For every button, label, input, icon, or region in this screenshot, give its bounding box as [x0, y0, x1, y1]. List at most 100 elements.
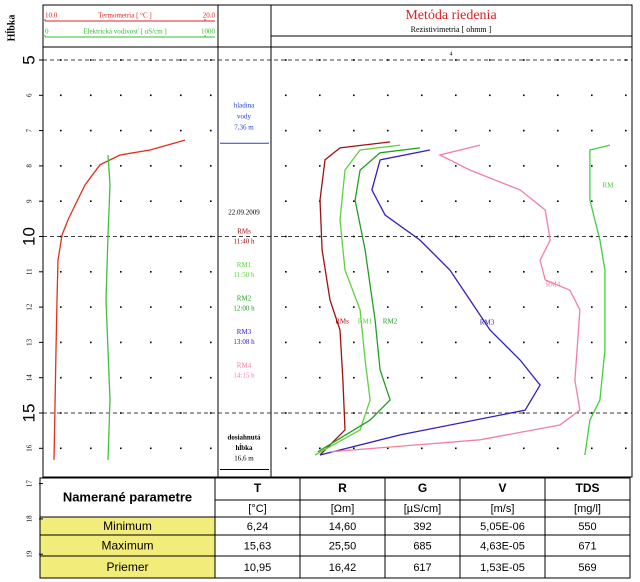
- grid-dot: [150, 341, 152, 344]
- grid-dot: [90, 129, 92, 132]
- table-header: TDS: [576, 481, 600, 495]
- grid-dot: [180, 412, 182, 414]
- grid-dot: [421, 271, 423, 273]
- grid-dot: [150, 447, 152, 450]
- depth-tick-label: 9: [26, 199, 34, 203]
- table-cell: 392: [413, 521, 431, 533]
- grid-dot: [60, 165, 62, 167]
- table-cell: 6,24: [247, 521, 268, 533]
- table-cell: 4,63E-05: [480, 540, 525, 552]
- grid-dot: [421, 200, 423, 202]
- table-cell: 5,05E-06: [480, 521, 525, 533]
- grid-dot: [523, 165, 525, 167]
- grid-dot: [90, 341, 92, 344]
- grid-dot: [353, 306, 355, 308]
- curve-label: RM4: [546, 281, 561, 289]
- measurement-name: RM1: [237, 261, 252, 269]
- grid-dot: [285, 235, 287, 238]
- grid-dot: [90, 235, 92, 238]
- grid-dot: [150, 271, 152, 273]
- depth-tick-label: 10: [19, 227, 38, 246]
- grid-dot: [353, 129, 355, 132]
- grid-dot: [455, 447, 457, 450]
- grid-dot: [319, 129, 321, 132]
- final-depth-text: dosiahnutá: [227, 434, 261, 442]
- table-cell: 617: [413, 562, 431, 574]
- depth-tick-label: 18: [26, 515, 34, 523]
- resistivity-curve: [319, 149, 541, 456]
- grid-dot: [353, 271, 355, 273]
- grid-dot: [120, 447, 122, 450]
- grid-dot: [421, 129, 423, 132]
- depth-tick-label: 11: [26, 268, 34, 275]
- grid-dot: [60, 129, 62, 132]
- grid-dot: [285, 341, 287, 344]
- row-label: Maximum: [101, 539, 153, 553]
- grid-dot: [455, 306, 457, 308]
- grid-dot: [591, 129, 593, 132]
- grid-dot: [421, 341, 423, 344]
- table-unit: [mg/l]: [574, 503, 601, 515]
- final-depth-text: 16,6 m: [234, 455, 254, 463]
- grid-dot: [557, 94, 559, 97]
- grid-dot: [489, 235, 491, 238]
- table-header: G: [418, 481, 427, 495]
- grid-dot: [180, 235, 182, 238]
- grid-dot: [591, 341, 593, 344]
- grid-dot: [455, 412, 457, 414]
- grid-dot: [120, 200, 122, 202]
- table-header: T: [254, 481, 262, 495]
- curve-label: RM2: [383, 318, 398, 326]
- grid-dot: [455, 341, 457, 344]
- table-frame: [39, 477, 631, 579]
- depth-tick-label: 8: [26, 164, 34, 168]
- grid-dot: [120, 271, 122, 273]
- measurement-time: 12:00 h: [233, 305, 255, 313]
- measurement-time: 11:40 h: [234, 238, 255, 246]
- water-level-text: hladina: [234, 102, 255, 110]
- grid-dot: [489, 129, 491, 132]
- grid-dot: [523, 271, 525, 273]
- table-cell: 685: [413, 540, 431, 552]
- grid-dot: [180, 306, 182, 308]
- measurement-name: RM3: [237, 328, 252, 336]
- grid-dot: [625, 271, 627, 273]
- grid-dot: [387, 306, 389, 308]
- axis-tick-label: 1000: [201, 28, 216, 36]
- grid-dot: [557, 376, 559, 379]
- grid-dot: [60, 271, 62, 273]
- grid-dot: [150, 200, 152, 202]
- grid-dot: [523, 447, 525, 450]
- grid-dot: [90, 165, 92, 167]
- grid-dot: [489, 165, 491, 167]
- grid-dot: [353, 447, 355, 450]
- grid-dot: [210, 59, 212, 61]
- measurement-time: 14:15 h: [233, 372, 255, 380]
- grid-dot: [319, 271, 321, 273]
- grid-dot: [387, 94, 389, 97]
- table-cell: 569: [578, 562, 596, 574]
- resistivity-axis-label: Rezistivimetria [ ohmm ]: [411, 25, 492, 34]
- grid-dot: [60, 447, 62, 450]
- axis-tick-label: 20.0: [203, 12, 216, 20]
- grid-dot: [523, 376, 525, 379]
- table-unit: [µS/cm]: [404, 503, 442, 515]
- grid-dot: [387, 165, 389, 167]
- grid-dot: [489, 271, 491, 273]
- grid-dot: [285, 376, 287, 379]
- grid-dot: [353, 200, 355, 202]
- table-unit: [°C]: [248, 503, 266, 515]
- grid-dot: [489, 412, 491, 414]
- table-unit: [Ωm]: [331, 503, 355, 515]
- grid-dot: [120, 94, 122, 97]
- depth-tick-label: 13: [26, 338, 34, 346]
- grid-dot: [387, 447, 389, 450]
- grid-dot: [120, 376, 122, 379]
- grid-dot: [210, 235, 212, 238]
- grid-dot: [319, 306, 321, 308]
- axis-tick-label: 10.0: [45, 12, 58, 20]
- curve-label: RM1: [358, 318, 373, 326]
- grid-dot: [210, 447, 212, 450]
- measurement-name: RM2: [237, 295, 252, 303]
